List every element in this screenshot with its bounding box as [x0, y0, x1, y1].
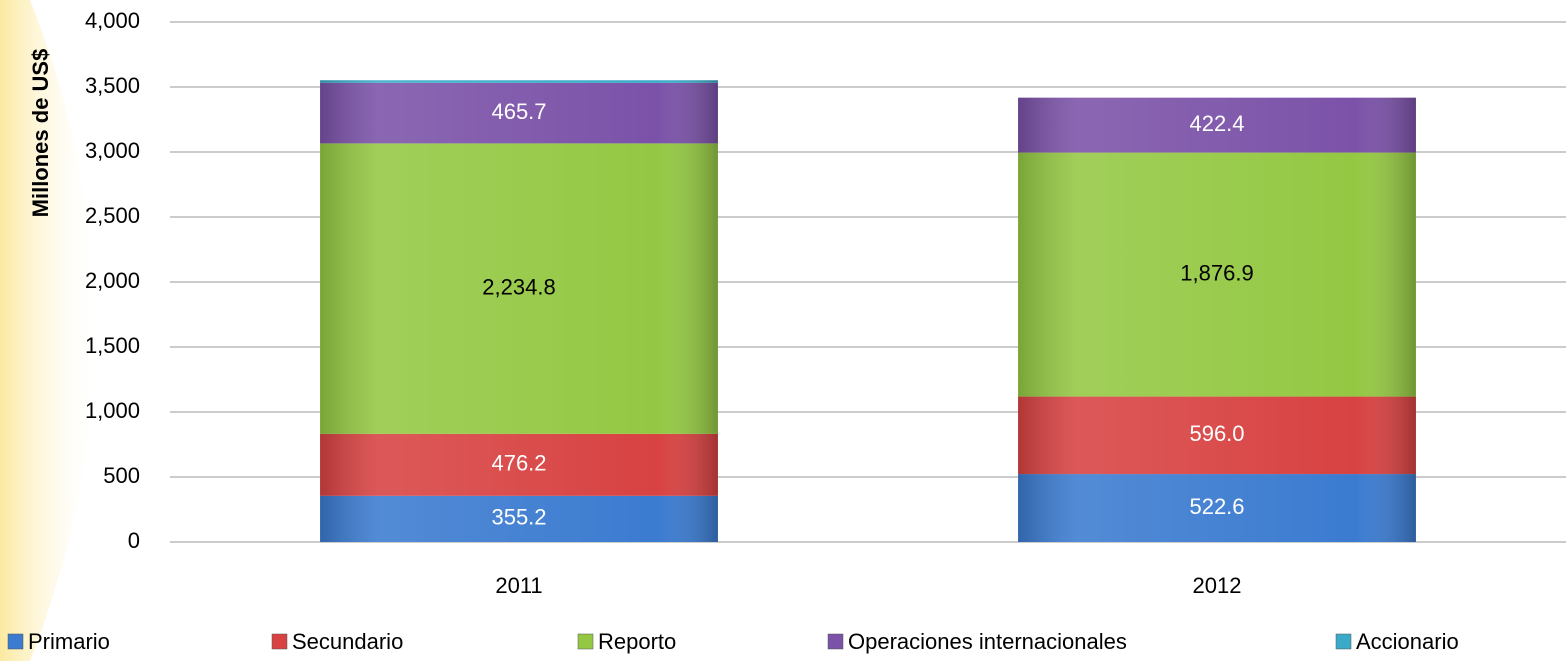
- y-tick-label: 2,000: [85, 268, 140, 293]
- legend-swatch: [7, 633, 24, 650]
- y-tick-label: 1,500: [85, 333, 140, 358]
- y-tick-label: 2,500: [85, 203, 140, 228]
- legend-swatch: [271, 633, 288, 650]
- data-label: 476.2: [491, 451, 546, 476]
- data-label: 522.6: [1189, 494, 1244, 519]
- x-tick-label: 2012: [1193, 573, 1242, 598]
- y-tick-label: 500: [103, 463, 140, 488]
- y-tick-label: 1,000: [85, 398, 140, 423]
- data-label: 1,876.9: [1180, 260, 1253, 285]
- bar-shade: [320, 495, 718, 542]
- y-tick-label: 0: [128, 528, 140, 553]
- legend-label: Primario: [28, 629, 110, 654]
- background-decor: [0, 0, 95, 661]
- bar-shade: [1018, 152, 1416, 397]
- bar-shade: [320, 80, 718, 83]
- y-tick-label: 4,000: [85, 8, 140, 33]
- data-label: 2,234.8: [482, 274, 555, 299]
- legend-label: Operaciones internacionales: [848, 629, 1127, 654]
- bar-shade: [1018, 97, 1416, 153]
- legend-label: Secundario: [292, 629, 403, 654]
- y-tick-label: 3,500: [85, 73, 140, 98]
- legend-swatch: [827, 633, 844, 650]
- y-tick-label: 3,000: [85, 138, 140, 163]
- x-tick-label: 2011: [495, 573, 542, 598]
- bar-shade: [1018, 396, 1416, 475]
- data-label: 465.7: [491, 99, 546, 124]
- data-label: 355.2: [491, 505, 546, 530]
- legend-label: Accionario: [1356, 629, 1459, 654]
- y-axis-label: Millones de US$: [28, 49, 53, 218]
- bar-shade: [320, 82, 718, 144]
- bar-shade: [320, 433, 718, 496]
- bar-shade: [1018, 474, 1416, 542]
- legend-swatch: [577, 633, 594, 650]
- legend-label: Reporto: [598, 629, 676, 654]
- legend-swatch: [1335, 633, 1352, 650]
- bar-shade: [320, 143, 718, 434]
- data-label: 422.4: [1189, 111, 1244, 136]
- data-label: 596.0: [1189, 421, 1244, 446]
